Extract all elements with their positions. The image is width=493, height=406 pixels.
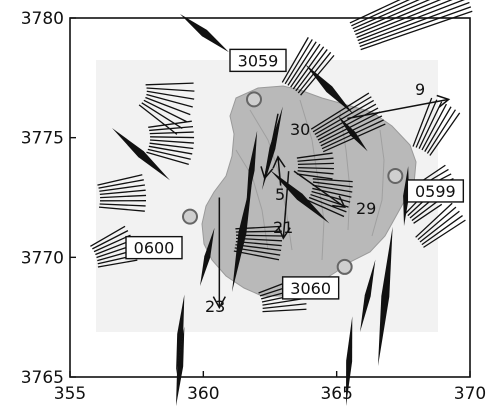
- station-label: 0599: [415, 182, 456, 201]
- wind-speed-label: 29: [356, 199, 376, 218]
- station-label-box: [281, 276, 340, 300]
- wind-barb: [415, 202, 466, 248]
- station-0600: 0600: [125, 208, 198, 260]
- wind-barb: [176, 294, 185, 374]
- station-0599: 0599: [387, 167, 465, 203]
- x-tick-label: 370: [454, 384, 486, 404]
- wind-barb: [146, 120, 195, 166]
- wind-barb: [346, 316, 353, 406]
- station-label-box: [125, 235, 183, 260]
- station-marker: [246, 91, 262, 108]
- wind-barb: [200, 227, 215, 286]
- station-label: 3060: [290, 279, 331, 298]
- station-3060: 3060: [281, 258, 353, 300]
- y-tick-label: 3765: [21, 368, 64, 388]
- wind-barb: [296, 152, 334, 180]
- wind-arrow: 9: [347, 80, 451, 120]
- axis-ticks: 355 360 365 370 3780 3775 3770 3765: [21, 9, 486, 404]
- wind-barb: [378, 226, 393, 366]
- y-tick-label: 3770: [21, 248, 64, 268]
- wind-arrow-layer: 9 30 5 21 29 23: [205, 80, 451, 316]
- wind-arrow: 30: [260, 113, 310, 180]
- axes-box: [69, 17, 471, 378]
- wind-speed-label: 5: [275, 185, 285, 204]
- station-marker: [182, 208, 198, 225]
- station-3059: 3059: [229, 48, 287, 108]
- station-label: 0600: [134, 239, 175, 258]
- wind-barb: [180, 14, 229, 53]
- wind-barb: [360, 259, 376, 332]
- wind-speed-label: 30: [290, 120, 310, 139]
- wind-barb: [412, 97, 461, 156]
- y-tick-label: 3775: [21, 129, 64, 149]
- wind-barb: [112, 128, 170, 181]
- wind-arrow: 21: [273, 171, 293, 240]
- wind-barb: [232, 173, 253, 292]
- wind-barb: [97, 174, 147, 212]
- terrain-texture: [235, 99, 385, 261]
- wind-speed-label: 23: [205, 297, 225, 316]
- station-marker: [387, 167, 404, 184]
- station-label-box: [406, 179, 465, 203]
- x-tick-label: 360: [187, 384, 219, 404]
- x-tick-label: 365: [320, 384, 352, 404]
- x-tick-label: 355: [54, 384, 86, 404]
- wind-barb: [270, 170, 330, 224]
- wind-speed-label: 9: [415, 80, 425, 99]
- wind-barb: [338, 116, 368, 152]
- y-tick-label: 3780: [21, 9, 64, 29]
- wind-arrow: 5: [272, 155, 286, 204]
- wind-barb: [246, 130, 258, 210]
- wind-arrow: 23: [205, 197, 226, 316]
- wind-speed-label: 21: [273, 218, 293, 237]
- station-marker: [336, 258, 353, 275]
- wind-arrow: 29: [293, 170, 376, 218]
- wind-barb: [176, 326, 185, 406]
- wind-barb: [305, 64, 354, 115]
- station-label: 3059: [238, 51, 279, 70]
- station-label-box: [229, 48, 287, 73]
